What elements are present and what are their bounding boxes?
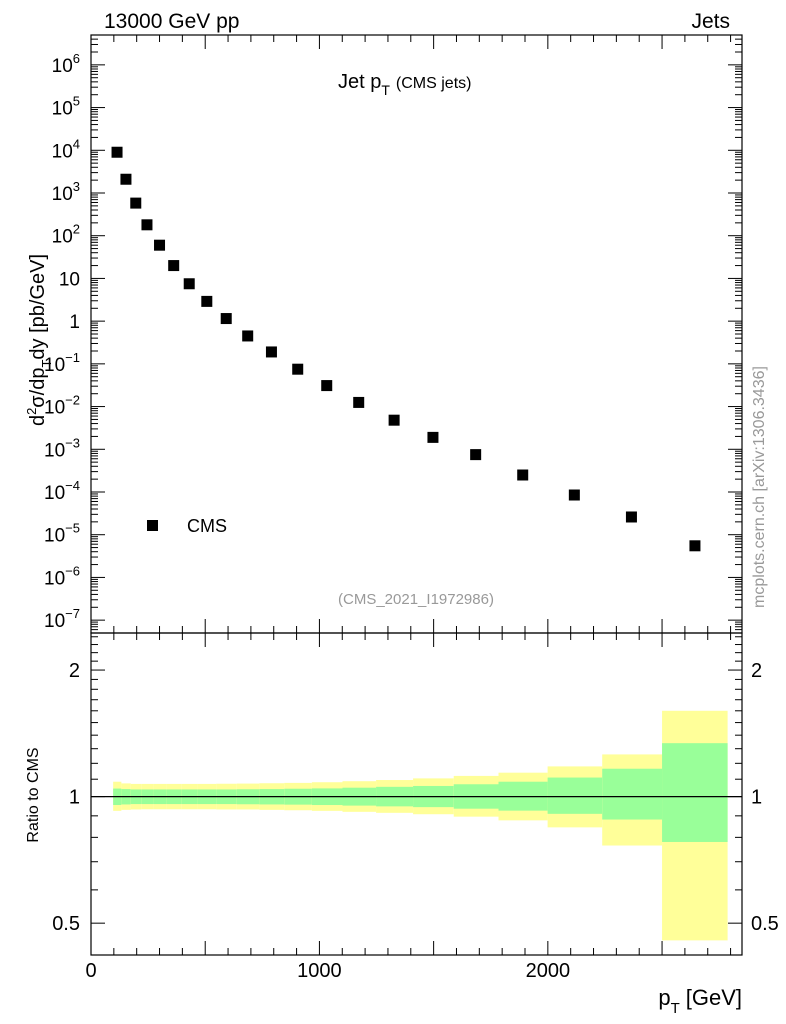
data-point [568, 489, 580, 501]
inner-band [602, 768, 663, 820]
plot-title: Jet pT (CMS jets) [338, 71, 471, 98]
ratio-bands [113, 710, 728, 941]
x-axis-label-main: p [658, 985, 670, 1010]
inner-band [547, 777, 603, 814]
ratio-panel: 0.5 0.5 1 1 2 2 0 1000 2000 Ratio to CMS [25, 632, 779, 982]
ratio-y-tick-label-left: 1 [69, 787, 80, 809]
ratio-ticks [91, 633, 742, 955]
x-tick-label: 0 [85, 960, 96, 982]
legend-marker [147, 520, 158, 531]
plot-title-tail: (CMS jets) [396, 75, 472, 92]
header-left: 13000 GeV pp [104, 10, 239, 33]
ratio-y-tick-label-left: 0.5 [52, 913, 80, 935]
ratio-y-tick-label-right: 1 [751, 787, 762, 809]
y-tick-label: 10−5 [44, 521, 80, 547]
data-point [168, 260, 180, 272]
y-tick-label: 10−7 [44, 606, 80, 632]
plot-title-sub: T [381, 82, 390, 98]
header-right: Jets [691, 10, 730, 33]
x-tick-labels: 0 1000 2000 [85, 960, 570, 982]
data-point [388, 414, 400, 426]
data-point [353, 396, 365, 408]
data-point [265, 346, 277, 358]
ratio-frame [90, 632, 743, 956]
data-point [154, 239, 166, 251]
legend-label: CMS [187, 516, 227, 536]
x-axis-label-sub: T [671, 1000, 680, 1017]
y-tick-label: 10−3 [44, 435, 80, 461]
side-label: mcplots.cern.ch [arXiv:1306.3436] [751, 366, 768, 608]
data-point [201, 295, 213, 307]
data-point [220, 313, 232, 325]
y-tick-label: 1 [69, 312, 80, 333]
data-point [141, 219, 153, 231]
data-point [517, 469, 529, 481]
main-data-points [111, 146, 701, 552]
y-tick-label: 10−4 [44, 478, 80, 504]
data-point [321, 380, 333, 392]
data-point [427, 431, 439, 443]
y-tick-label: 105 [52, 94, 80, 120]
y-tick-label: 10−1 [44, 350, 80, 376]
data-point [130, 197, 142, 209]
inner-band [662, 743, 728, 842]
y-tick-label: 10−2 [44, 393, 80, 419]
data-point [183, 278, 195, 290]
x-tick-label: 2000 [526, 960, 571, 982]
data-point [470, 449, 482, 461]
data-point [242, 330, 254, 342]
data-point [689, 540, 701, 552]
x-axis-label-unit: [GeV] [686, 985, 742, 1010]
plot-title-main: Jet p [338, 71, 381, 93]
data-point [292, 363, 304, 375]
y-tick-label: 102 [52, 222, 80, 248]
y-tick-label: 10−6 [44, 563, 80, 589]
ratio-y-tick-label-right: 2 [751, 660, 762, 682]
main-ticks [91, 34, 742, 634]
ratio-y-axis-label: Ratio to CMS [25, 747, 42, 842]
main-frame [90, 34, 743, 634]
data-point [625, 511, 637, 523]
x-tick-label: 1000 [297, 960, 342, 982]
analysis-watermark: (CMS_2021_I1972986) [338, 591, 494, 608]
main-y-tick-labels: 10610510410310210110−110−210−310−410−510… [44, 51, 80, 632]
data-point [111, 146, 123, 158]
y-tick-label: 103 [52, 179, 80, 205]
ratio-y-tick-label-right: 0.5 [751, 913, 779, 935]
ratio-y-tick-label-left: 2 [69, 660, 80, 682]
ratio-y-tick-labels: 0.5 0.5 1 1 2 2 [52, 660, 779, 935]
y-tick-label: 106 [52, 51, 80, 77]
main-panel: 10610510410310210110−110−210−310−410−510… [24, 34, 743, 634]
y-tick-label: 104 [52, 136, 80, 162]
y-tick-label: 10 [59, 269, 80, 290]
data-point [120, 173, 132, 185]
x-axis-label: pT [GeV] [658, 985, 742, 1017]
